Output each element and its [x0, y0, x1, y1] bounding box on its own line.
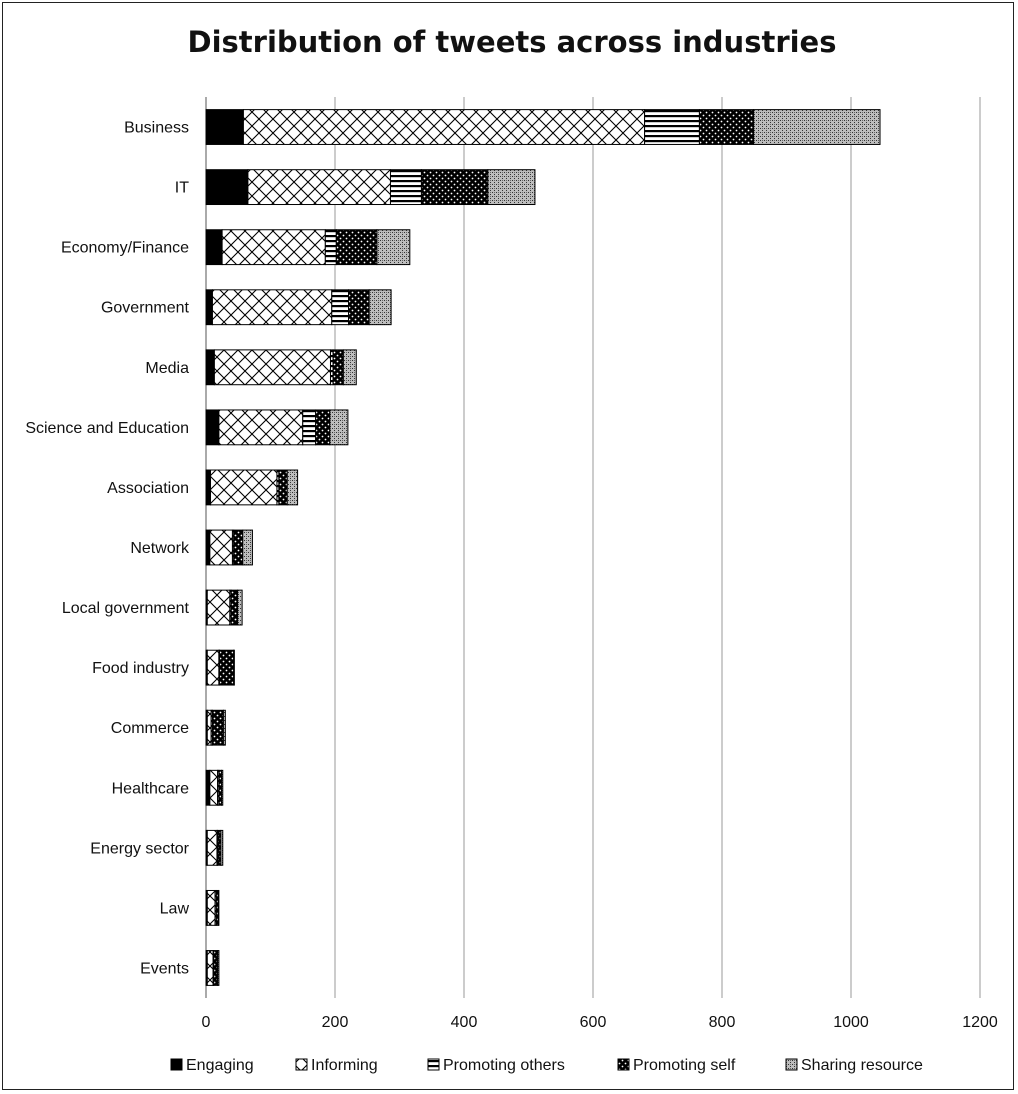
category-label: Energy sector — [90, 840, 189, 857]
category-label: Law — [160, 900, 190, 917]
bar-segment — [242, 529, 253, 566]
bar-segment — [210, 469, 278, 506]
bar-segment — [205, 769, 211, 806]
bar-segment — [206, 709, 212, 746]
x-tick-label: 1000 — [833, 1014, 869, 1031]
bar-segment — [209, 769, 219, 806]
bar-segment — [233, 529, 244, 566]
legend: Engaging Informing Promoting others Promoti… — [170, 1057, 923, 1074]
category-label: Healthcare — [112, 780, 189, 797]
bar-segment — [331, 289, 350, 326]
bars — [205, 109, 881, 986]
bar-segment — [217, 889, 220, 926]
x-tick-label: 1200 — [962, 1014, 998, 1031]
bar-segment — [221, 229, 326, 266]
bar-segment — [211, 709, 224, 746]
x-tick-label: 600 — [580, 1014, 607, 1031]
bar-segment — [220, 769, 224, 806]
category-label: Events — [140, 960, 189, 977]
bar-segment — [205, 409, 220, 446]
bar-segment — [324, 229, 337, 266]
bar-segment — [205, 229, 223, 266]
bar-segment — [698, 109, 755, 145]
bar-segment — [219, 649, 235, 686]
x-tick-label: 200 — [322, 1014, 349, 1031]
bar-segment — [753, 109, 881, 145]
bar-segment — [302, 409, 317, 446]
bar-segment — [237, 589, 243, 626]
bar-segment — [342, 349, 357, 386]
x-tick-labels: 0 200 400 600 800 1000 1200 — [202, 1014, 998, 1031]
bar-segment — [332, 349, 344, 386]
category-labels: Business IT Economy/Finance Government Media… — [25, 120, 190, 978]
legend-swatch — [785, 1058, 798, 1071]
category-label: Commerce — [111, 720, 189, 737]
category-label: Network — [130, 540, 190, 557]
bar-segment — [329, 409, 349, 446]
category-label: Economy/Finance — [61, 240, 189, 257]
category-label: Government — [101, 300, 190, 317]
bar-segment — [389, 169, 422, 206]
x-tick-label: 800 — [709, 1014, 736, 1031]
legend-label: Promoting self — [633, 1057, 736, 1074]
bar-segment — [376, 229, 411, 266]
legend-swatch — [427, 1058, 440, 1071]
bar-segment — [206, 829, 218, 866]
category-label: Local government — [62, 600, 190, 617]
legend-swatch — [170, 1058, 183, 1071]
category-label: IT — [175, 180, 189, 197]
category-label: Business — [124, 120, 189, 137]
legend-label: Informing — [311, 1057, 378, 1074]
legend-swatch — [617, 1058, 630, 1071]
legend-label: Promoting others — [443, 1057, 565, 1074]
bar-segment — [420, 169, 489, 206]
bar-segment — [205, 169, 249, 206]
bar-segment — [209, 529, 233, 566]
bar-segment — [206, 950, 214, 986]
bar-segment — [213, 349, 331, 386]
bar-segment — [220, 829, 224, 866]
category-label: Media — [145, 360, 189, 377]
x-tick-label: 400 — [451, 1014, 478, 1031]
bar-segment — [315, 409, 331, 446]
bar-segment — [206, 889, 216, 926]
bar-segment — [230, 589, 239, 626]
bar-segment — [247, 169, 391, 206]
bar-segment — [206, 649, 220, 686]
bar-segment — [217, 950, 220, 986]
bar-segment — [335, 229, 378, 266]
category-label: Science and Education — [25, 420, 189, 437]
bar-segment — [278, 469, 288, 506]
bar-segment — [205, 469, 212, 506]
bar-segment — [206, 589, 231, 626]
bar-segment — [286, 469, 299, 506]
bar-segment — [213, 950, 219, 986]
category-label: Association — [107, 480, 189, 497]
bar-segment — [233, 649, 235, 686]
bar-segment — [487, 169, 536, 206]
bar-segment — [205, 109, 244, 145]
bar-segment — [218, 409, 304, 446]
category-label: Food industry — [92, 660, 189, 677]
bar-segment — [205, 349, 215, 386]
bar-segment — [205, 529, 211, 566]
bar-segment — [222, 709, 226, 746]
bar-segment — [242, 109, 646, 145]
bar-segment — [348, 289, 370, 326]
bar-segment — [644, 109, 700, 145]
legend-label: Sharing resource — [801, 1057, 923, 1074]
bar-segment — [368, 289, 392, 326]
chart-title: Distribution of tweets across industries — [188, 25, 837, 59]
x-tick-label: 0 — [202, 1014, 211, 1031]
bar-segment — [205, 289, 213, 326]
legend-swatch — [295, 1058, 308, 1071]
legend-label: Engaging — [186, 1057, 254, 1074]
bar-segment — [211, 289, 333, 326]
